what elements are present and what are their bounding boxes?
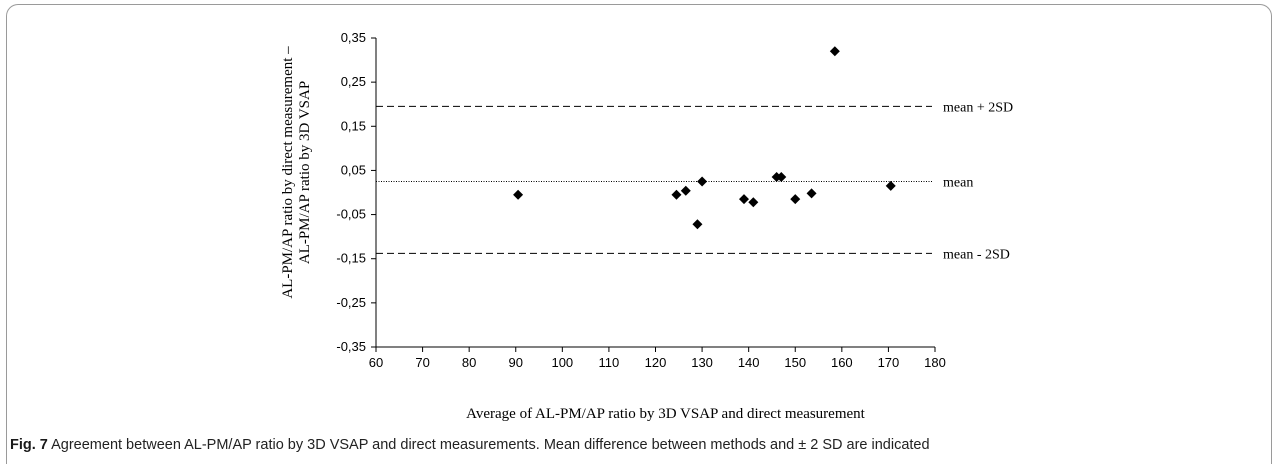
y-ticks: 0,35 0,25 0,15 0,05 -0,05 -0,15 -0,25 -0,35 — [336, 30, 376, 354]
x-axis-label: Average of AL-PM/AP ratio by 3D VSAP and… — [466, 406, 866, 422]
data-point — [790, 194, 801, 205]
x-tick-label: 70 — [415, 355, 429, 370]
x-tick-label: 130 — [691, 355, 713, 370]
x-tick-label: 160 — [831, 355, 853, 370]
y-tick-label: 0,35 — [341, 30, 366, 45]
y-tick-label: -0,15 — [336, 251, 366, 266]
reference-line-label: mean - 2SD — [943, 247, 1010, 262]
data-point — [748, 197, 759, 208]
data-point — [806, 188, 817, 199]
x-tick-label: 90 — [509, 355, 523, 370]
y-axis-label-line-2: AL-PM/AP ratio by 3D VSAP — [297, 81, 313, 264]
x-tick-label: 170 — [878, 355, 900, 370]
y-tick-label: -0,05 — [336, 207, 366, 222]
x-tick-label: 120 — [645, 355, 667, 370]
data-points — [513, 46, 896, 230]
data-point — [513, 189, 524, 200]
y-tick-label: 0,25 — [341, 74, 366, 89]
data-point — [829, 46, 840, 57]
x-tick-label: 150 — [784, 355, 806, 370]
figure-caption-text: Agreement between AL-PM/AP ratio by 3D V… — [47, 437, 930, 453]
axes — [375, 38, 935, 348]
y-tick-label: -0,35 — [336, 339, 366, 354]
x-ticks: 60 70 80 90 100 110 120 130 140 150 160 170 180 — [369, 347, 946, 370]
figure-frame — [6, 4, 1272, 464]
y-tick-label: -0,25 — [336, 295, 366, 310]
data-point — [680, 185, 691, 196]
data-point — [692, 219, 703, 230]
reference-line-label: mean — [943, 175, 973, 190]
x-tick-label: 110 — [599, 355, 620, 370]
figure-label: Fig. 7 — [10, 437, 48, 453]
x-tick-label: 80 — [462, 355, 476, 370]
data-point — [885, 180, 896, 191]
y-axis-label-line-1: AL-PM/AP ratio by direct measurement – — [280, 46, 296, 299]
data-point — [776, 172, 787, 183]
x-tick-label: 180 — [924, 355, 946, 370]
y-tick-label: 0,15 — [341, 118, 366, 133]
y-axis-label: AL-PM/AP ratio by direct measurement – A… — [280, 46, 313, 299]
reference-lines: mean + 2SD mean mean - 2SD — [376, 100, 1013, 262]
reference-line-label: mean + 2SD — [943, 100, 1013, 115]
data-point — [739, 194, 750, 205]
data-point — [697, 176, 708, 187]
x-tick-label: 140 — [738, 355, 760, 370]
x-tick-label: 100 — [551, 355, 573, 370]
figure-caption: Fig. 7 Agreement between AL-PM/AP ratio … — [10, 437, 1272, 453]
y-tick-label: 0,05 — [341, 162, 366, 177]
data-point — [671, 189, 682, 200]
x-tick-label: 60 — [369, 355, 383, 370]
